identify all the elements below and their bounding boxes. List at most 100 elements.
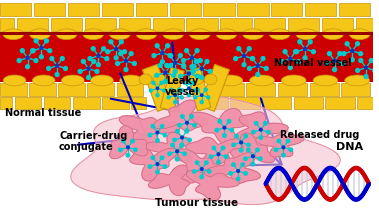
Circle shape <box>217 153 220 156</box>
Circle shape <box>174 101 177 104</box>
Circle shape <box>34 39 38 43</box>
Bar <box>339 3 370 16</box>
Polygon shape <box>145 132 192 162</box>
Bar <box>305 3 336 16</box>
Bar <box>357 97 373 109</box>
Circle shape <box>195 161 199 164</box>
Circle shape <box>295 50 299 54</box>
Circle shape <box>373 68 376 72</box>
Circle shape <box>163 89 166 92</box>
Bar <box>278 83 307 95</box>
Circle shape <box>190 56 193 59</box>
Circle shape <box>163 79 167 83</box>
Circle shape <box>178 88 181 91</box>
Circle shape <box>204 88 207 91</box>
Circle shape <box>132 62 136 66</box>
Circle shape <box>312 50 315 54</box>
Circle shape <box>240 149 243 152</box>
Ellipse shape <box>136 29 157 40</box>
Circle shape <box>282 153 285 157</box>
Circle shape <box>168 54 172 58</box>
Bar <box>326 97 355 109</box>
Circle shape <box>182 59 185 62</box>
Ellipse shape <box>56 29 77 40</box>
Circle shape <box>182 64 186 67</box>
Bar <box>254 18 285 31</box>
Circle shape <box>244 157 247 160</box>
Bar <box>204 3 235 16</box>
Bar <box>215 83 244 95</box>
Circle shape <box>259 136 263 139</box>
Circle shape <box>190 65 194 69</box>
Ellipse shape <box>30 29 50 40</box>
Bar <box>0 3 31 16</box>
Circle shape <box>254 122 258 125</box>
Circle shape <box>20 49 24 53</box>
Bar <box>262 97 291 109</box>
Circle shape <box>264 122 267 125</box>
Bar <box>237 3 269 16</box>
Bar <box>186 18 218 31</box>
Circle shape <box>194 59 199 63</box>
Circle shape <box>34 59 38 62</box>
Circle shape <box>359 52 363 56</box>
Ellipse shape <box>190 74 203 85</box>
Ellipse shape <box>250 75 274 86</box>
Circle shape <box>194 89 197 92</box>
Bar <box>215 97 228 109</box>
Circle shape <box>151 125 155 128</box>
Circle shape <box>256 148 259 152</box>
Ellipse shape <box>313 75 338 86</box>
Circle shape <box>256 73 260 77</box>
Circle shape <box>181 136 183 139</box>
Text: Leaky
vessel: Leaky vessel <box>165 76 199 97</box>
Ellipse shape <box>323 29 343 40</box>
Circle shape <box>160 125 164 128</box>
Circle shape <box>176 129 179 133</box>
Circle shape <box>169 54 173 58</box>
Circle shape <box>181 89 184 92</box>
Ellipse shape <box>204 74 217 85</box>
Circle shape <box>156 163 159 165</box>
Circle shape <box>251 57 255 61</box>
Ellipse shape <box>243 29 263 40</box>
Circle shape <box>365 66 368 69</box>
Circle shape <box>163 133 167 137</box>
Bar <box>119 18 150 31</box>
Circle shape <box>182 64 186 68</box>
Polygon shape <box>173 149 228 183</box>
Bar <box>0 33 373 82</box>
Circle shape <box>134 148 137 151</box>
Circle shape <box>252 155 254 158</box>
Circle shape <box>258 157 262 160</box>
Ellipse shape <box>349 29 370 40</box>
Circle shape <box>173 138 176 142</box>
Circle shape <box>114 56 118 60</box>
Circle shape <box>183 152 186 155</box>
Circle shape <box>205 59 209 63</box>
Bar <box>44 97 70 109</box>
Circle shape <box>39 55 43 59</box>
Polygon shape <box>186 137 246 171</box>
Circle shape <box>185 129 189 132</box>
Circle shape <box>247 47 251 51</box>
Circle shape <box>122 139 125 143</box>
Circle shape <box>234 57 238 61</box>
Circle shape <box>327 52 331 56</box>
Circle shape <box>232 143 235 147</box>
Text: Normal tissue: Normal tissue <box>5 108 81 118</box>
Circle shape <box>151 156 155 159</box>
Circle shape <box>119 52 123 56</box>
Circle shape <box>338 52 342 56</box>
Text: DNA: DNA <box>336 142 363 152</box>
Circle shape <box>342 52 346 56</box>
Circle shape <box>217 160 220 164</box>
Circle shape <box>200 101 203 104</box>
Circle shape <box>183 81 186 84</box>
Bar <box>200 64 230 111</box>
Ellipse shape <box>216 29 237 40</box>
Bar <box>131 97 146 109</box>
Circle shape <box>47 66 51 70</box>
Circle shape <box>282 146 285 149</box>
Circle shape <box>209 155 213 158</box>
